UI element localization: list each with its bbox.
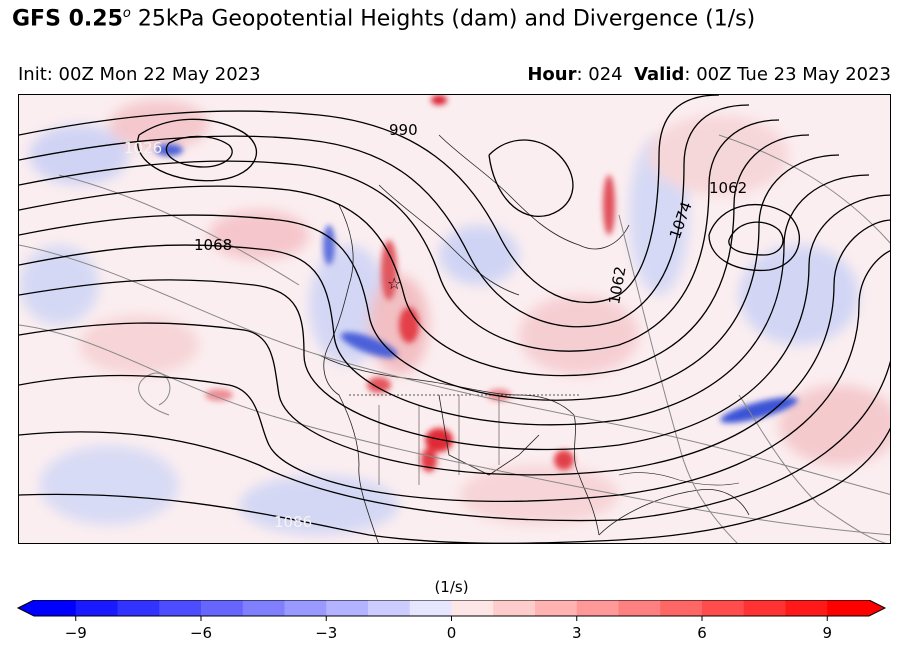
contour-label: 1086 xyxy=(274,513,312,531)
colorbar-tick-label: 0 xyxy=(447,624,457,642)
colorbar-min-arrow xyxy=(18,600,34,616)
colorbar-cell xyxy=(493,600,536,616)
colorbar-cell xyxy=(409,600,452,616)
colorbar-ticks: −9 −6 −3 0 3 6 9 xyxy=(65,616,832,642)
colorbar-cell xyxy=(75,600,118,616)
degree-mark: o xyxy=(122,6,131,21)
colorbar-cell xyxy=(827,600,870,616)
model-name: GFS 0.25 xyxy=(12,6,123,32)
colorbar-tick-label: −6 xyxy=(190,624,212,642)
location-star-icon: ☆ xyxy=(387,274,401,293)
colorbar-max-arrow xyxy=(869,600,885,616)
colorbar-cell xyxy=(284,600,327,616)
colorbar: −9 −6 −3 0 3 6 9 xyxy=(16,600,887,642)
colorbar-cell xyxy=(201,600,244,616)
map-svg: 990 1062 1068 1074 1062 1026 1086 ☆ xyxy=(19,95,890,543)
valid-label: Valid xyxy=(634,64,685,85)
colorbar-tick-label: 6 xyxy=(697,624,707,642)
colorbar-cell xyxy=(576,600,619,616)
colorbar-cell xyxy=(660,600,703,616)
colorbar-outline xyxy=(16,600,887,617)
colorbar-cell xyxy=(34,600,77,616)
colorbar-tick-label: −3 xyxy=(315,624,337,642)
contour-label: 990 xyxy=(389,121,418,139)
colorbar-cell xyxy=(702,600,745,616)
colorbar-cell xyxy=(451,600,494,616)
colorbar-cell xyxy=(785,600,828,616)
height-contours xyxy=(19,95,890,543)
colorbar-cells xyxy=(34,600,870,616)
valid-info: Hour: 024 Valid: 00Z Tue 23 May 2023 xyxy=(527,64,891,85)
colorbar-cell xyxy=(368,600,411,616)
colorbar-cell xyxy=(242,600,285,616)
contour-label: 1026 xyxy=(124,139,162,157)
hour-label: Hour xyxy=(527,64,577,85)
colorbar-tick-label: 9 xyxy=(822,624,832,642)
coastlines xyxy=(318,134,750,543)
colorbar-tick-label: 3 xyxy=(572,624,582,642)
contour-label: 1062 xyxy=(709,179,747,197)
title-rest: 25kPa Geopotential Heights (dam) and Div… xyxy=(130,6,756,32)
colorbar-tick-label: −9 xyxy=(65,624,87,642)
map-title: GFS 0.25o 25kPa Geopotential Heights (da… xyxy=(12,6,755,31)
colorbar-cell xyxy=(618,600,661,616)
contour-label: 1068 xyxy=(194,236,232,254)
colorbar-cell xyxy=(117,600,160,616)
valid-value: : 00Z Tue 23 May 2023 xyxy=(684,64,891,85)
colorbar-cell xyxy=(326,600,369,616)
colorbar-cell xyxy=(743,600,786,616)
colorbar-cell xyxy=(535,600,578,616)
colorbar-units: (1/s) xyxy=(434,578,469,596)
init-time: Init: 00Z Mon 22 May 2023 xyxy=(18,64,261,85)
hour-value: : 024 xyxy=(576,64,623,85)
colorbar-cell xyxy=(159,600,202,616)
map-panel: 990 1062 1068 1074 1062 1026 1086 ☆ xyxy=(18,94,891,544)
